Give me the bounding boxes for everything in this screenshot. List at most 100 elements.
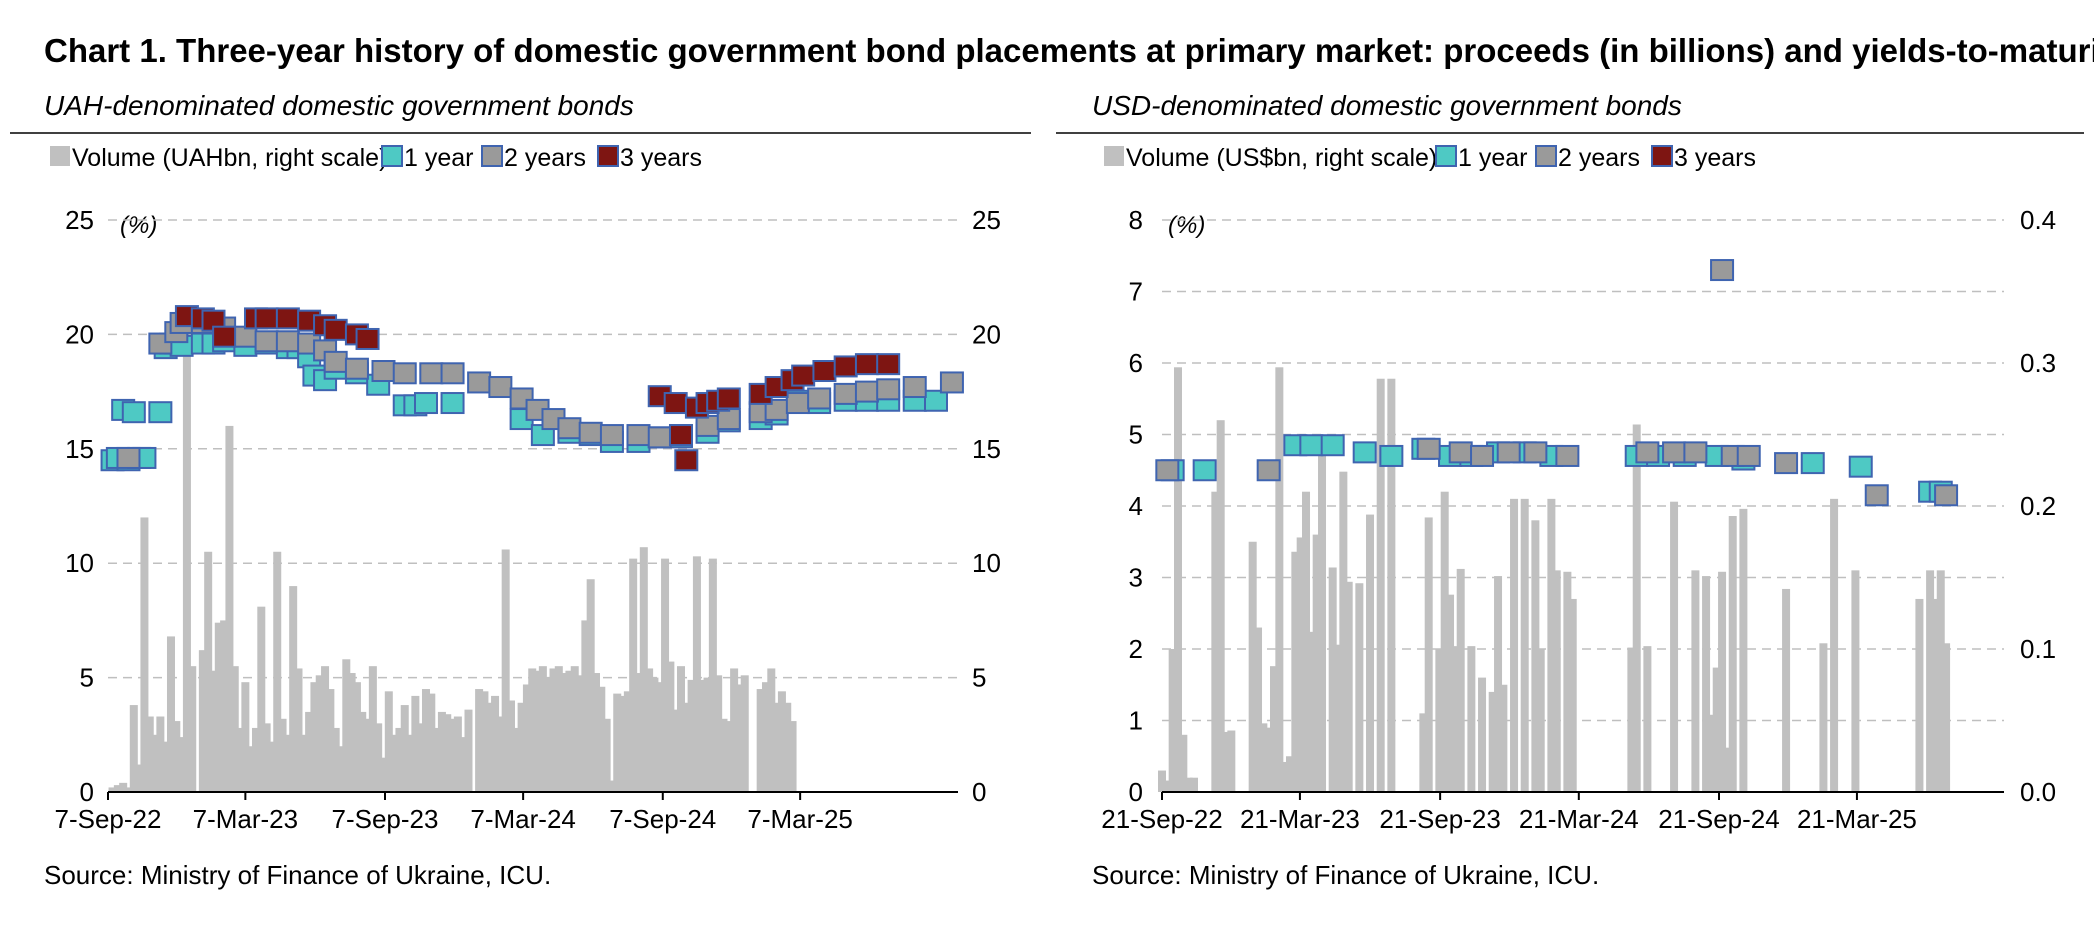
volume-bar xyxy=(783,702,792,792)
volume-bar xyxy=(384,691,393,792)
volume-bar xyxy=(1488,691,1497,792)
volume-bar xyxy=(267,741,276,792)
volume-bar xyxy=(331,727,340,792)
volume-bar xyxy=(416,723,425,792)
volume-bar xyxy=(1531,520,1540,792)
volume-bar xyxy=(236,727,245,792)
volume-bar xyxy=(1259,723,1268,792)
volume-bar xyxy=(1712,667,1721,792)
volume-bar xyxy=(623,691,632,792)
volume-bar xyxy=(395,727,404,792)
volume-bar xyxy=(586,579,595,792)
volume-bar xyxy=(108,787,117,792)
y-axis-left-tick-label: 20 xyxy=(65,319,94,349)
volume-bar xyxy=(560,673,569,792)
volume-bar xyxy=(119,782,128,792)
series-3-years-point xyxy=(323,318,348,341)
volume-bar xyxy=(1643,646,1652,792)
volume-bar xyxy=(1568,598,1577,792)
volume-bar xyxy=(645,668,654,792)
series-3-years-point xyxy=(833,355,858,378)
volume-bar xyxy=(1830,498,1839,792)
series-2-years-point xyxy=(939,371,964,394)
volume-bar xyxy=(1387,378,1396,792)
volume-bar xyxy=(177,737,186,792)
series-2-years-point xyxy=(1496,441,1521,464)
series-2-years-point xyxy=(578,421,603,444)
y-axis-left-tick-label: 4 xyxy=(1129,491,1143,521)
volume-bar xyxy=(214,622,223,792)
series-2-years-point xyxy=(467,371,492,394)
volume-bar xyxy=(299,734,308,792)
series-1-year-point xyxy=(1320,434,1345,457)
volume-bar xyxy=(347,673,356,792)
volume-bar xyxy=(506,700,515,792)
source-note: Source: Ministry of Finance of Ukraine, … xyxy=(1092,860,1599,890)
y-axis-left-tick-label: 10 xyxy=(65,548,94,578)
y-axis-left-tick-label: 7 xyxy=(1129,277,1143,307)
y-axis-right-tick-label: 15 xyxy=(972,434,1001,464)
x-axis-tick-label: 21-Mar-25 xyxy=(1797,804,1917,834)
volume-bar xyxy=(730,668,739,792)
volume-bar xyxy=(113,785,122,792)
volume-bar xyxy=(1179,734,1188,792)
volume-bar xyxy=(166,636,175,792)
volume-bar xyxy=(1190,777,1199,792)
volume-bar xyxy=(1563,571,1572,792)
volume-bar xyxy=(522,684,531,792)
series-2-years-point xyxy=(1155,459,1180,482)
series-2-years-point xyxy=(557,417,582,440)
volume-bar xyxy=(368,666,377,792)
chart-title: Chart 1. Three-year history of domestic … xyxy=(44,32,2094,69)
series-2-years-point xyxy=(419,362,444,385)
legend-swatch-3-years xyxy=(597,145,619,167)
series-1-year-point xyxy=(1848,455,1873,478)
volume-bar xyxy=(305,711,314,792)
volume-bar xyxy=(1467,646,1476,792)
x-axis-tick-label: 7-Mar-23 xyxy=(193,804,298,834)
plot-area: 0 5 10 15 20 25 0 5 10 15 20 25 7-Sep-22 7-Mar-23 7-Se… xyxy=(55,205,1001,834)
series-2-years-point xyxy=(323,350,348,373)
volume-bar xyxy=(129,705,138,792)
volume-bar xyxy=(1344,581,1353,792)
y-axis-left-tick-label: 8 xyxy=(1129,205,1143,235)
volume-bar xyxy=(1520,498,1529,792)
volume-bar xyxy=(1184,777,1193,792)
series-2-years-point xyxy=(233,325,258,348)
x-axis-tick-label: 21-Sep-24 xyxy=(1658,804,1779,834)
series-2-years-point xyxy=(371,360,396,383)
volume-bar xyxy=(639,547,648,792)
volume-bar xyxy=(459,737,468,792)
series-3-years-point xyxy=(668,424,693,447)
volume-bar xyxy=(761,682,770,792)
volume-bar xyxy=(1312,534,1321,792)
volume-bar xyxy=(602,718,611,792)
volume-bar xyxy=(1728,516,1737,792)
volume-bar xyxy=(1366,514,1375,792)
volume-bar xyxy=(496,716,505,792)
volume-bar xyxy=(708,558,717,792)
panel-subtitle: USD-denominated domestic government bond… xyxy=(1092,90,1682,121)
volume-bar xyxy=(1478,677,1487,792)
plot-area: 0 1 2 3 4 5 6 7 8 0.0 0.1 0.2 0.3 0.4 21-Sep-22 21-Mar-… xyxy=(1101,205,2056,834)
y-axis-left-tick-label: 3 xyxy=(1129,563,1143,593)
volume-bar xyxy=(629,558,638,792)
volume-bar xyxy=(1782,588,1791,792)
volume-bar xyxy=(512,727,521,792)
y-axis-right-tick-label: 10 xyxy=(972,548,1001,578)
volume-bar xyxy=(613,693,622,792)
volume-bar xyxy=(1248,541,1257,792)
chart-legend: Volume (UAHbn, right scale) 1 year 2 years… xyxy=(50,144,702,172)
volume-bar xyxy=(544,677,553,792)
y-axis-right-tick-label: 0.2 xyxy=(2020,491,2056,521)
series-2-years-point xyxy=(1934,484,1959,507)
y-axis-left-tick-label: 6 xyxy=(1129,348,1143,378)
volume-bar xyxy=(182,348,191,792)
x-axis-tick-label: 21-Sep-23 xyxy=(1379,804,1500,834)
volume-bar xyxy=(1702,576,1711,792)
series-3-years-point xyxy=(876,353,901,376)
legend-label-volume: Volume (US$bn, right scale) xyxy=(1126,144,1437,172)
volume-bar xyxy=(1163,780,1172,792)
volume-bar xyxy=(135,764,144,792)
volume-bar xyxy=(1936,570,1945,792)
